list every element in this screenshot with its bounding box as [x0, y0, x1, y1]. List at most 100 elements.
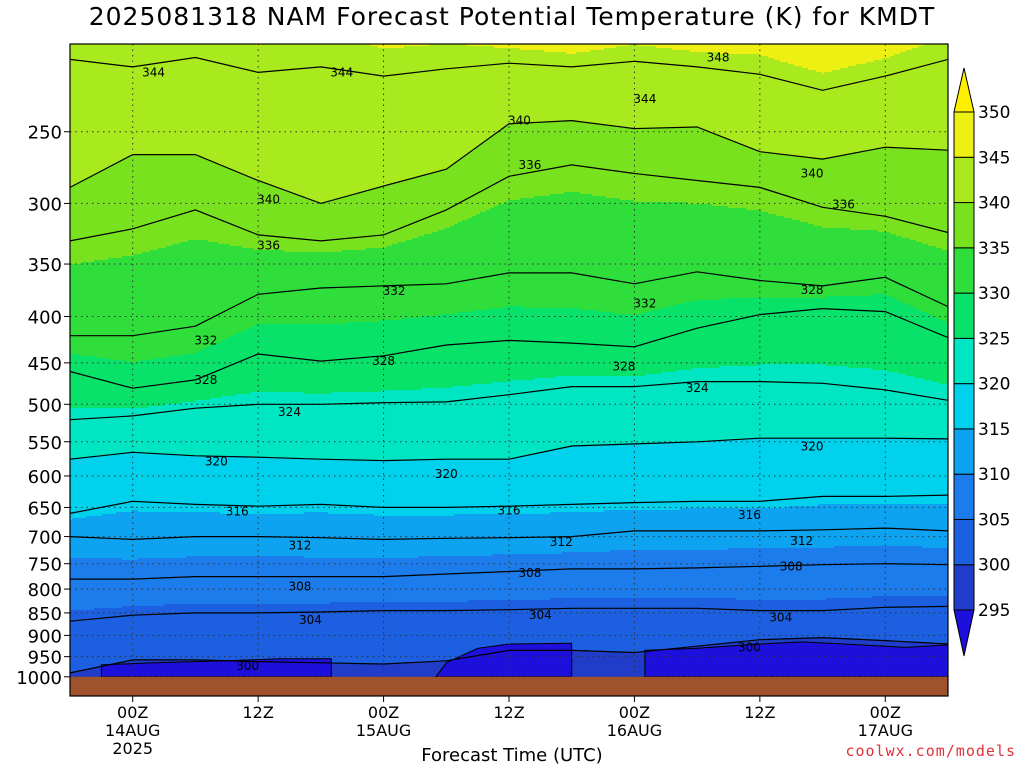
fill-cell — [310, 44, 313, 201]
fill-cell — [858, 64, 861, 153]
fill-cell — [854, 504, 857, 547]
fill-cell — [170, 558, 173, 605]
fill-cell — [488, 460, 491, 515]
fill-cell — [680, 202, 683, 305]
fill-cell — [596, 44, 599, 51]
fill-cell — [810, 364, 813, 439]
fill-cell — [334, 200, 337, 253]
fill-cell — [118, 558, 121, 609]
fill-cell — [442, 230, 445, 315]
fill-cell — [416, 238, 419, 319]
fill-cell — [378, 44, 381, 49]
fill-cell — [142, 512, 145, 559]
fill-cell — [346, 602, 349, 665]
fill-cell — [302, 514, 305, 557]
fill-cell — [782, 154, 785, 217]
fill-cell — [408, 44, 411, 47]
fill-cell — [254, 250, 257, 327]
fill-cell — [204, 400, 207, 457]
fill-cell — [598, 50, 601, 125]
fill-cell — [392, 320, 395, 391]
fill-cell — [350, 250, 353, 323]
fill-cell — [596, 124, 599, 197]
fill-cell — [628, 128, 631, 201]
fill-cell — [866, 296, 869, 369]
fill-cell — [244, 604, 247, 663]
fill-cell — [466, 312, 469, 387]
fill-cell — [860, 296, 863, 369]
fill-cell — [296, 44, 299, 195]
fill-cell — [446, 602, 449, 661]
x-tick-label: 14AUG — [105, 721, 160, 740]
fill-cell — [660, 128, 663, 203]
fill-cell — [832, 548, 835, 599]
fill-cell — [730, 366, 733, 441]
fill-cell — [416, 558, 419, 603]
fill-cell — [602, 376, 605, 445]
fill-cell — [858, 546, 861, 599]
fill-cell — [542, 554, 545, 601]
fill-cell — [424, 316, 427, 389]
fill-cell — [726, 598, 729, 645]
fill-cell — [498, 132, 501, 205]
fill-cell — [942, 150, 945, 251]
fill-cell — [538, 122, 541, 197]
fill-cell — [742, 146, 745, 209]
fill-cell — [748, 508, 751, 549]
fill-cell — [294, 458, 297, 515]
fill-cell — [446, 168, 449, 229]
fill-cell — [532, 454, 535, 515]
fill-cell — [928, 246, 931, 315]
fill-cell — [284, 44, 287, 191]
fill-cell — [196, 556, 199, 605]
fill-cell — [552, 308, 555, 379]
fill-cell — [898, 54, 901, 149]
fill-cell — [638, 44, 641, 47]
fill-cell — [684, 598, 687, 649]
fill-cell — [132, 510, 135, 561]
fill-cell — [646, 128, 649, 203]
fill-cell — [142, 558, 145, 607]
fill-cell — [806, 68, 809, 159]
fill-cell — [294, 252, 297, 325]
fill-cell — [756, 508, 759, 549]
fill-cell — [566, 512, 569, 553]
fill-cell — [496, 206, 499, 309]
fill-cell — [98, 516, 101, 559]
fill-cell — [910, 50, 913, 149]
fill-cell — [124, 408, 127, 455]
fill-cell — [86, 610, 89, 671]
fill-cell — [828, 366, 831, 439]
fill-cell — [776, 216, 779, 299]
fill-cell — [120, 408, 123, 455]
fill-cell — [496, 308, 499, 383]
fill-cell — [70, 264, 73, 355]
fill-cell — [280, 392, 283, 459]
fill-cell — [640, 46, 643, 129]
fill-cell — [522, 124, 525, 199]
fill-cell — [762, 438, 765, 509]
fill-cell — [186, 604, 189, 661]
fill-cell — [410, 240, 413, 319]
fill-cell — [904, 374, 907, 439]
fill-cell — [918, 438, 921, 505]
fill-cell — [564, 512, 567, 553]
fill-cell — [784, 508, 787, 549]
fill-cell — [544, 554, 547, 601]
fill-cell — [74, 558, 77, 611]
fill-cell — [608, 198, 611, 313]
fill-cell — [596, 552, 599, 599]
fill-cell — [686, 128, 689, 203]
fill-cell — [380, 558, 383, 603]
fill-cell — [202, 400, 205, 457]
fill-cell — [238, 514, 241, 557]
fill-cell — [264, 250, 267, 325]
fill-cell — [770, 44, 773, 59]
fill-cell — [502, 600, 505, 653]
fill-cell — [740, 298, 743, 367]
fill-cell — [428, 556, 431, 603]
fill-cell — [624, 652, 627, 696]
fill-cell — [462, 312, 465, 387]
fill-cell — [678, 50, 681, 129]
fill-cell — [860, 152, 863, 231]
